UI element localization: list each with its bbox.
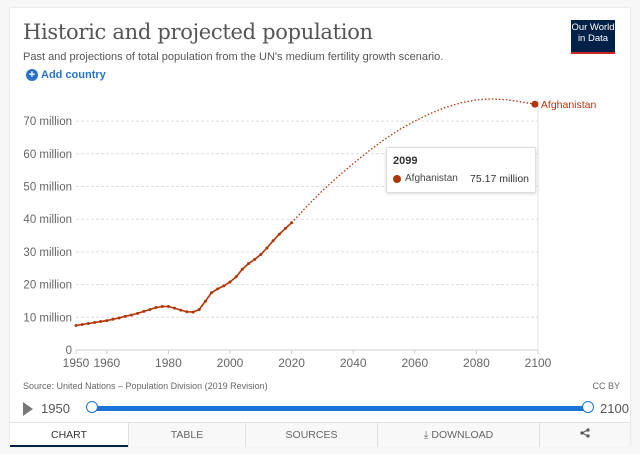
- tab-download-label: DOWNLOAD: [431, 429, 494, 441]
- data-point: [203, 299, 207, 303]
- series-end-label: Afghanistan: [541, 99, 597, 111]
- data-point: [197, 307, 201, 311]
- historic-line: [75, 222, 293, 327]
- add-country-label: Add country: [41, 69, 106, 81]
- timeline-track[interactable]: [91, 406, 588, 411]
- data-point: [173, 306, 177, 310]
- data-point: [216, 287, 220, 291]
- data-point: [148, 307, 152, 311]
- add-country-button[interactable]: + Add country: [26, 69, 106, 81]
- license-link[interactable]: CC BY: [592, 381, 620, 391]
- tab-table[interactable]: TABLE: [128, 423, 245, 447]
- data-point: [142, 309, 146, 313]
- timeline-end-label: 2100: [600, 401, 629, 416]
- plus-circle-icon: +: [26, 69, 38, 81]
- x-tick-label: 2060: [401, 356, 428, 370]
- x-tick-label: 1980: [155, 356, 182, 370]
- highlight-point: [531, 100, 539, 108]
- y-tick-label: 20 million: [23, 280, 72, 292]
- data-point: [271, 239, 275, 243]
- x-tick-label: 2000: [217, 356, 244, 370]
- chart-card: Historic and projected population Past a…: [10, 8, 630, 447]
- line-chart[interactable]: 0 10 million 20 million 30 million 40 millio…: [10, 8, 630, 378]
- logo-line-1: Our World: [571, 22, 615, 33]
- logo-line-2: in Data: [577, 33, 609, 44]
- tab-bar: CHART TABLE SOURCES ⤓ DOWNLOAD: [10, 422, 630, 447]
- tab-share[interactable]: [539, 423, 630, 447]
- y-tick-label: 0: [66, 345, 72, 357]
- data-point: [154, 305, 158, 309]
- timeline-end-handle[interactable]: [582, 401, 594, 413]
- data-point: [246, 262, 250, 266]
- data-point: [253, 257, 257, 261]
- source-note[interactable]: Source: United Nations – Population Divi…: [23, 381, 268, 391]
- download-icon: ⤓: [423, 429, 429, 441]
- tooltip-entity: Afghanistan: [405, 173, 458, 184]
- data-point: [123, 314, 127, 318]
- x-tick-label: 2040: [340, 356, 367, 370]
- x-tick-label: 1950: [63, 356, 90, 370]
- y-tick-label: 40 million: [23, 214, 72, 226]
- y-axis: 0 10 million 20 million 30 million 40 millio…: [23, 116, 72, 357]
- play-icon[interactable]: [23, 402, 33, 416]
- y-tick-label: 70 million: [23, 116, 72, 128]
- data-point: [228, 280, 232, 284]
- chart-subtitle: Past and projections of total population…: [23, 51, 444, 63]
- data-point: [185, 310, 189, 314]
- data-point: [117, 316, 121, 320]
- share-icon: [580, 428, 590, 441]
- data-point: [283, 226, 287, 230]
- timeline-start-label: 1950: [41, 401, 70, 416]
- data-point: [129, 313, 133, 317]
- data-point: [80, 322, 84, 326]
- tooltip-series-dot: [393, 175, 401, 183]
- timeline: 1950 2100: [20, 398, 630, 420]
- data-point: [111, 317, 115, 321]
- x-tick-label: 2080: [463, 356, 490, 370]
- projected-line: [291, 98, 539, 224]
- tooltip-value: 75.17 million: [470, 173, 529, 185]
- data-point: [92, 321, 96, 325]
- owid-logo[interactable]: Our World in Data: [571, 20, 615, 54]
- y-tick-label: 50 million: [23, 182, 72, 194]
- data-point: [240, 267, 244, 271]
- data-point: [74, 323, 78, 327]
- tab-sources[interactable]: SOURCES: [245, 423, 377, 447]
- data-point: [136, 311, 140, 315]
- data-point: [160, 305, 164, 309]
- x-axis: 1950 1960 1980 2000 2020 2040 2060 2080 2100: [63, 98, 552, 370]
- data-point: [166, 305, 170, 309]
- x-tick-label: 2020: [278, 356, 305, 370]
- data-point: [277, 232, 281, 236]
- series-afghanistan: [74, 98, 539, 327]
- data-point: [191, 310, 195, 314]
- tab-chart[interactable]: CHART: [10, 423, 128, 447]
- tab-download[interactable]: ⤓ DOWNLOAD: [377, 423, 539, 447]
- data-point: [99, 320, 103, 324]
- tooltip: 2099 Afghanistan 75.17 million: [386, 147, 536, 193]
- data-point: [210, 291, 214, 295]
- y-tick-label: 60 million: [23, 149, 72, 161]
- y-tick-label: 10 million: [23, 312, 72, 324]
- data-point: [86, 322, 90, 326]
- data-point: [259, 253, 263, 257]
- timeline-start-handle[interactable]: [86, 401, 98, 413]
- data-point: [179, 308, 183, 312]
- chart-title: Historic and projected population: [23, 20, 373, 44]
- y-tick-label: 30 million: [23, 247, 72, 259]
- data-point: [234, 275, 238, 279]
- data-point: [222, 284, 226, 288]
- data-point: [265, 246, 269, 250]
- data-point: [105, 319, 109, 323]
- end-label: Afghanistan: [541, 99, 597, 111]
- tooltip-year: 2099: [393, 155, 418, 167]
- x-tick-label: 1960: [93, 356, 120, 370]
- x-tick-label: 2100: [525, 356, 552, 370]
